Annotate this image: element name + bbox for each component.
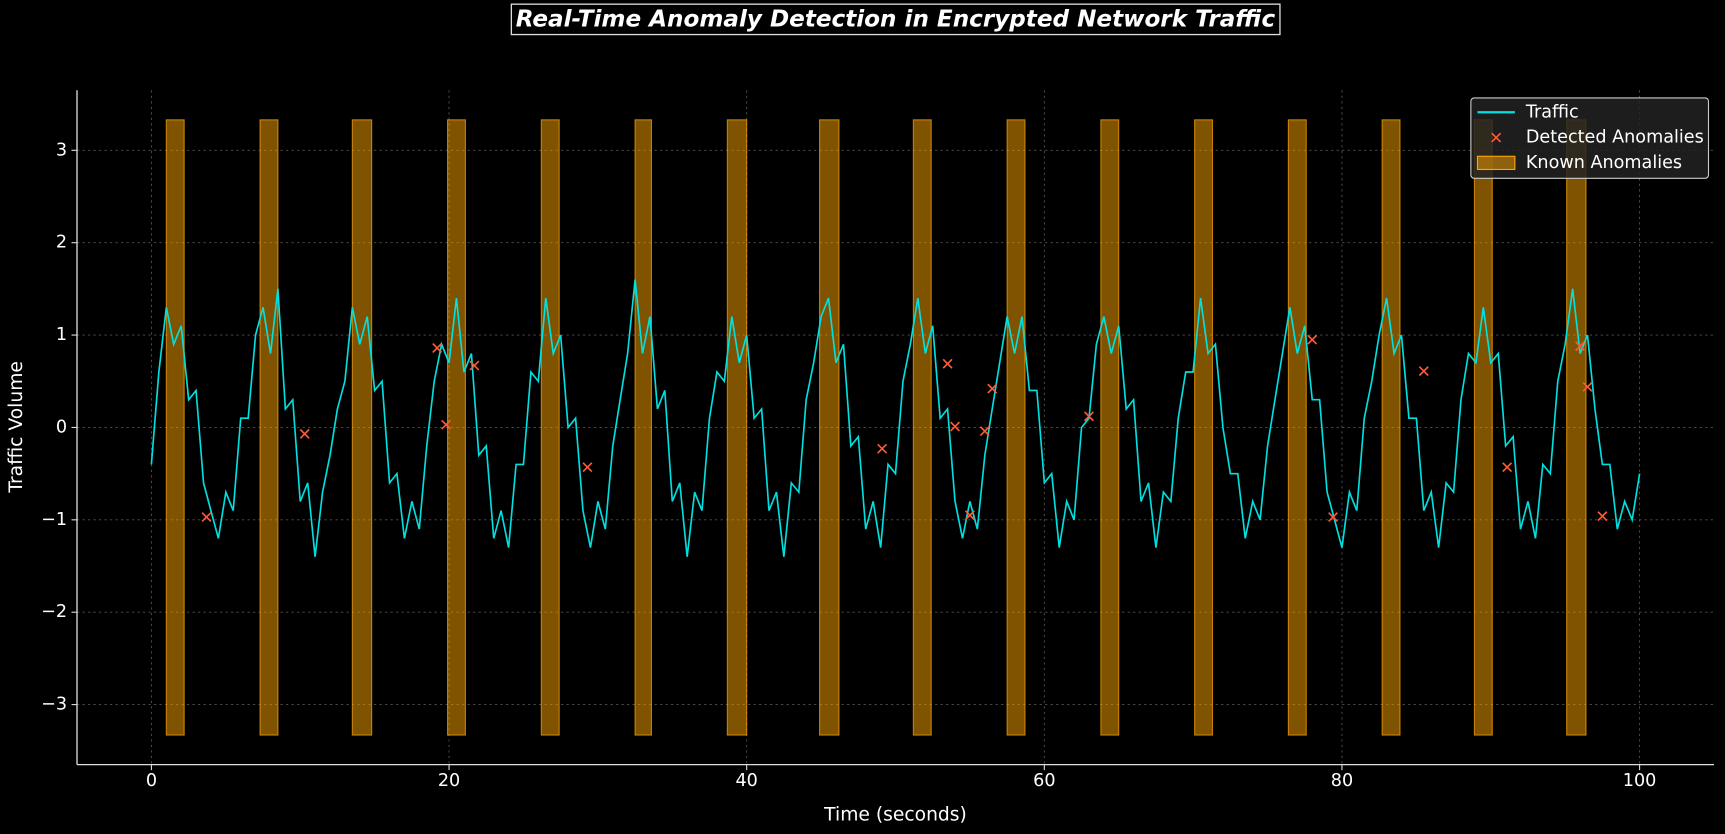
legend-swatch [1491,132,1502,143]
known-anomaly-span [1381,119,1401,736]
anomaly-marker [979,426,990,437]
known-anomaly-span [634,119,652,736]
known-anomaly-span [1566,119,1587,736]
anomaly-marker [1582,381,1593,392]
x-tick-label: 60 [1033,771,1055,791]
anomaly-marker [432,343,443,353]
x-tick-label: 40 [735,771,757,791]
known-anomaly-span [351,119,373,736]
anomaly-marker [582,462,593,473]
x-axis-label: Time (seconds) [823,805,967,826]
known-anomaly-span [1194,119,1214,736]
anomaly-marker [1083,411,1094,422]
known-anomaly-span [1473,119,1493,736]
legend-label: Detected Anomalies [1526,128,1704,148]
x-tick-label: 20 [438,771,460,791]
anomaly-marker [1307,334,1318,345]
anomaly-marker [942,358,953,369]
anomaly-marker [441,419,452,430]
anomaly-marker [950,421,961,432]
anomaly-marker [987,383,998,394]
known-anomaly-span [165,119,185,736]
anomaly-marker [964,510,975,521]
known-anomaly-span [540,119,560,736]
y-tick-label: 1 [56,325,67,345]
y-tick-label: −3 [41,695,67,715]
traffic-line [150,279,1641,557]
anomaly-marker [1597,511,1608,522]
y-axis-label: Traffic Volume [6,361,27,494]
title-box [510,3,1281,36]
chart-title: Real-Time Anomaly Detection in Encrypted… [516,6,1276,32]
y-tick-label: 0 [56,417,67,437]
anomaly-marker [877,443,888,454]
known-anomaly-span [819,119,840,736]
anomaly-marker [469,360,480,371]
known-anomaly-span [1006,119,1026,736]
x-tick-label: 80 [1331,771,1353,791]
legend: Traffic Detected Anomalies Known Anomalies [1470,97,1710,179]
known-anomaly-span [1100,119,1120,736]
anomaly-marker [1502,462,1513,473]
legend-label: Traffic [1525,102,1579,122]
y-tick-label: −2 [41,602,67,622]
legend-swatch [1476,155,1516,171]
legend-box [1470,97,1710,179]
anomaly-marker [201,512,212,523]
known-anomaly-span [447,119,466,736]
anomaly-marker [299,428,310,439]
anomaly-marker [1328,512,1339,523]
y-tick-label: −1 [41,510,67,530]
x-tick-label: 0 [146,771,157,791]
known-anomaly-span [259,119,279,736]
anomaly-marker [1418,366,1429,377]
anomaly-marker [1575,341,1586,352]
x-tick-label: 100 [1623,771,1657,791]
known-anomaly-span [726,119,748,736]
y-tick-label: 3 [56,140,67,160]
known-anomaly-span [1287,119,1307,736]
known-anomaly-span [912,119,932,736]
y-tick-label: 2 [56,233,67,253]
legend-label: Known Anomalies [1526,153,1682,173]
